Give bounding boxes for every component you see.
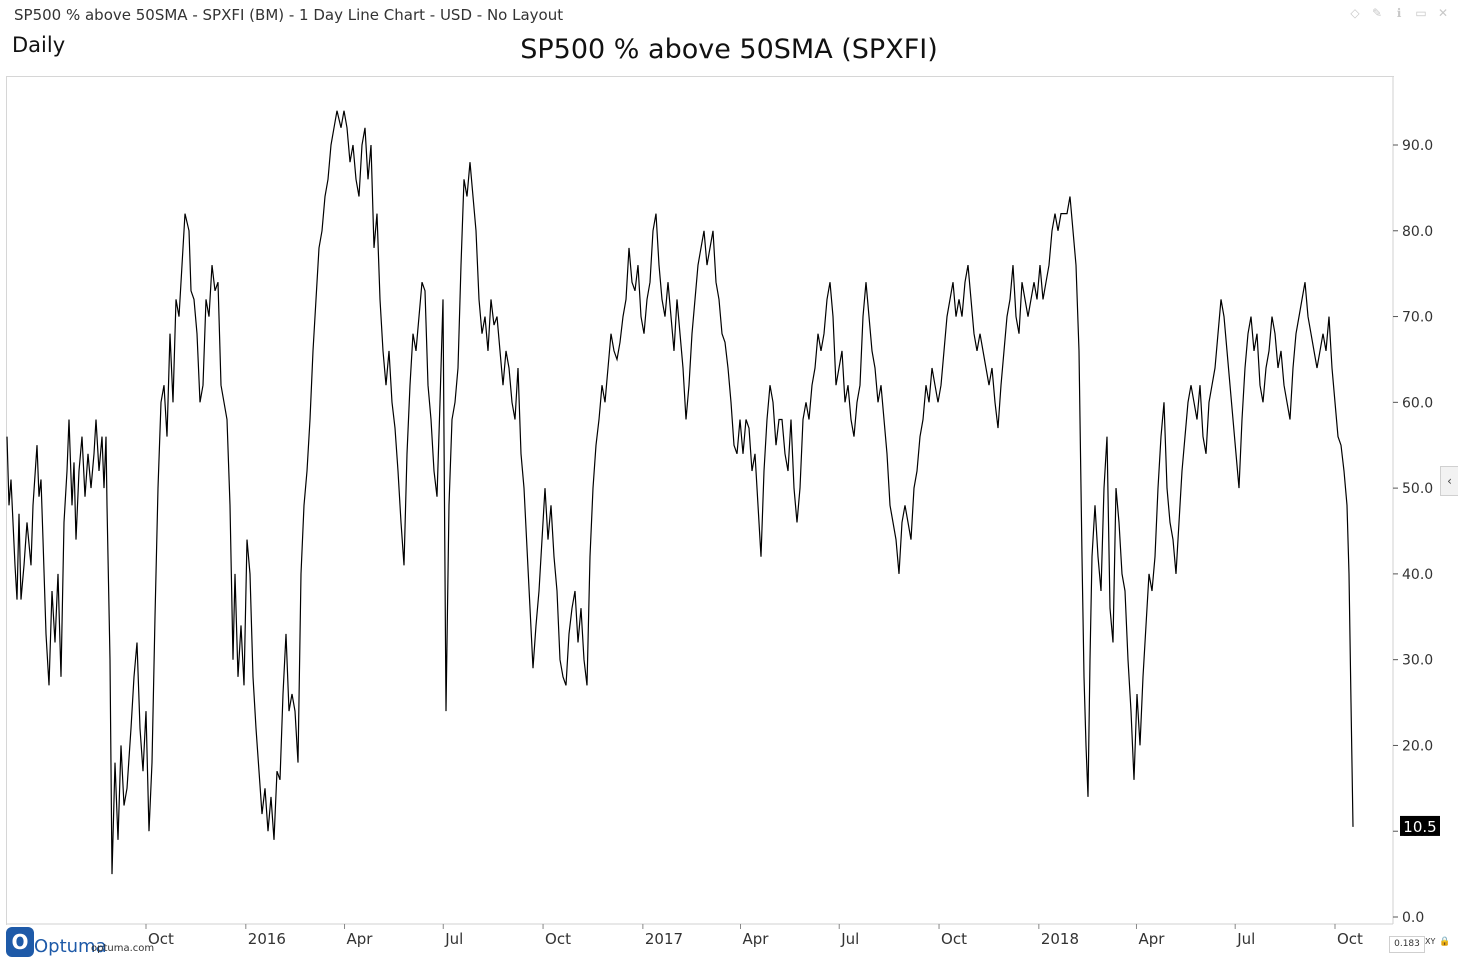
y-tick-label: 60.0 <box>1402 395 1433 411</box>
series-line <box>6 110 1354 875</box>
x-tick-label: Apr <box>347 930 374 948</box>
diamond-icon[interactable]: ◇ <box>1350 6 1360 20</box>
x-tick-label: Apr <box>1138 930 1165 948</box>
x-tick-label: 2016 <box>248 930 286 948</box>
x-tick-label: Jul <box>444 930 463 948</box>
last-value-marker: 10.5 <box>1400 815 1440 836</box>
chart-title: SP500 % above 50SMA (SPXFI) <box>520 34 938 65</box>
collapse-panel-button[interactable]: ‹ <box>1440 466 1458 496</box>
periodicity-label: Daily <box>12 33 66 57</box>
y-tick-label: 80.0 <box>1402 224 1433 240</box>
x-tick-label: Oct <box>941 930 967 948</box>
y-tick-label: 70.0 <box>1402 310 1433 326</box>
logo-mark-icon: O <box>6 927 34 957</box>
x-tick-label: Oct <box>545 930 571 948</box>
x-tick-label: 2018 <box>1041 930 1079 948</box>
window-title: SP500 % above 50SMA - SPXFI (BM) - 1 Day… <box>14 6 564 24</box>
last-value-bg <box>1400 815 1440 836</box>
logo-name: Optuma <box>34 936 107 957</box>
logo-url: optuma.com <box>91 943 155 954</box>
x-tick-label: Oct <box>1337 930 1363 948</box>
x-tick-label: Jul <box>840 930 859 948</box>
x-tick-label: Oct <box>148 930 174 948</box>
y-tick-label: 40.0 <box>1402 567 1433 583</box>
xy-toggle[interactable]: XY <box>1425 937 1436 946</box>
info-icon[interactable]: ℹ <box>1396 6 1402 20</box>
scale-input[interactable]: 0.183 <box>1389 936 1425 953</box>
y-tick-label: 20.0 <box>1402 738 1433 754</box>
y-tick-label: 30.0 <box>1402 653 1433 669</box>
pin-icon[interactable]: ✎ <box>1371 6 1383 20</box>
y-axis: 0.010.020.030.040.050.060.070.080.090.0 <box>1392 77 1433 926</box>
plot-frame <box>6 76 1394 925</box>
optuma-logo: O Optuma optuma.com <box>6 925 154 959</box>
close-icon[interactable]: ✕ <box>1437 6 1449 20</box>
window-controls: ◇ ✎ ℹ ▭ ✕ <box>1348 6 1450 20</box>
last-value-label: 10.5 <box>1403 818 1436 836</box>
x-axis: Oct 2016 Apr Jul Oct 2017 Apr Jul Oct 2018 Apr Jul O… <box>7 923 1393 948</box>
lock-icon[interactable]: 🔒 <box>1439 937 1451 947</box>
x-tick-label: Jul <box>1236 930 1255 948</box>
y-tick-label: 0.0 <box>1402 910 1424 926</box>
y-tick-label: 90.0 <box>1402 138 1433 154</box>
restore-icon[interactable]: ▭ <box>1415 6 1427 20</box>
window-titlebar: SP500 % above 50SMA - SPXFI (BM) - 1 Day… <box>0 0 1458 30</box>
x-tick-label: Apr <box>743 930 770 948</box>
x-tick-label: 2017 <box>645 930 683 948</box>
y-tick-label: 50.0 <box>1402 481 1433 497</box>
